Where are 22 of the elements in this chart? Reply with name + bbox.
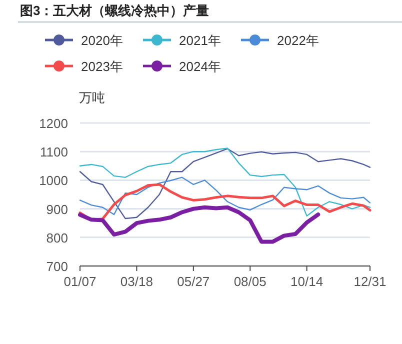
y-tick-label: 900	[46, 202, 68, 217]
legend-label: 2024年	[179, 59, 221, 74]
x-tick-label: 10/14	[290, 274, 324, 289]
y-tick-label: 800	[46, 230, 68, 246]
y-tick-label: 1200	[39, 116, 68, 131]
x-tick-label: 01/07	[64, 274, 96, 289]
legend-label: 2023年	[81, 59, 123, 74]
legend-label: 2021年	[179, 33, 221, 48]
y-tick-label: 700	[46, 259, 68, 274]
line-series	[78, 205, 320, 244]
line-series	[78, 183, 372, 221]
y-tick-label: 1000	[39, 173, 68, 188]
legend-label: 2020年	[81, 33, 123, 48]
x-tick-label: 08/05	[234, 274, 266, 289]
legend-label: 2022年	[277, 33, 319, 48]
x-tick-label: 12/31	[354, 274, 386, 289]
y-axis-title: 万吨	[79, 90, 105, 105]
x-tick-label: 03/18	[120, 274, 153, 289]
chart-title: 图3：五大材（螺线冷热中）产量	[20, 3, 210, 18]
x-tick-label: 05/27	[177, 274, 210, 289]
line-series	[79, 176, 371, 216]
y-tick-label: 1100	[40, 144, 68, 160]
